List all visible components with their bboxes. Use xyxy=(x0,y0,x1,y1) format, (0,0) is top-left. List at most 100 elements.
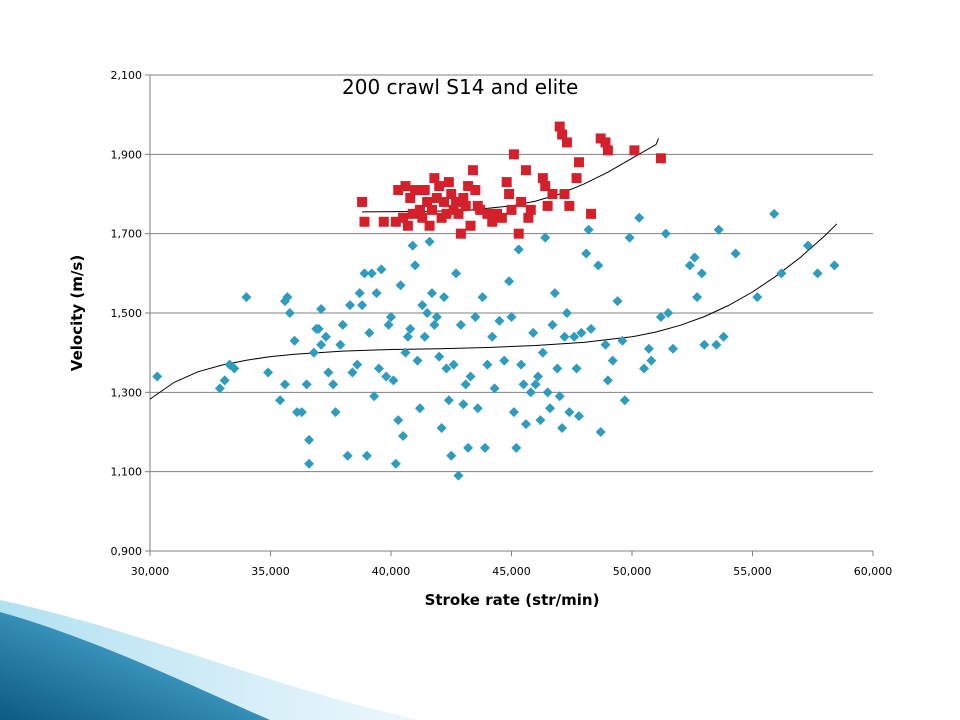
data-point-square xyxy=(458,192,469,203)
data-point-square xyxy=(393,185,404,196)
data-point-diamond xyxy=(436,423,447,434)
data-point-diamond xyxy=(395,280,406,291)
data-point-square xyxy=(525,204,536,215)
data-point-diamond xyxy=(354,288,365,299)
data-point-diamond xyxy=(776,268,787,279)
data-point-diamond xyxy=(692,292,703,303)
data-point-diamond xyxy=(381,371,392,382)
data-point-diamond xyxy=(371,288,382,299)
data-point-square xyxy=(455,228,466,239)
data-point-square xyxy=(359,216,370,227)
data-point-diamond xyxy=(699,339,710,350)
data-point-square xyxy=(482,208,493,219)
data-point-diamond xyxy=(388,375,399,386)
data-point-square xyxy=(470,185,481,196)
data-point-diamond xyxy=(400,347,411,358)
data-point-diamond xyxy=(304,458,315,469)
data-point-square xyxy=(602,145,613,156)
data-point-diamond xyxy=(525,387,536,398)
data-point-diamond xyxy=(402,331,413,342)
data-point-diamond xyxy=(390,458,401,469)
data-point-square xyxy=(431,192,442,203)
data-point-diamond xyxy=(279,379,290,390)
data-point-diamond xyxy=(593,260,604,271)
data-point-square xyxy=(465,220,476,231)
data-point-square xyxy=(441,208,452,219)
data-point-diamond xyxy=(345,300,356,311)
data-point-square xyxy=(475,204,486,215)
data-point-diamond xyxy=(414,403,425,414)
data-point-diamond xyxy=(296,407,307,418)
x-tick-label: 60,000 xyxy=(854,565,893,578)
data-point-diamond xyxy=(516,359,527,370)
data-point-diamond xyxy=(634,212,645,223)
data-point-square xyxy=(424,220,435,231)
data-point-diamond xyxy=(689,252,700,263)
data-point-diamond xyxy=(506,311,517,322)
data-point-diamond xyxy=(434,351,445,362)
data-point-diamond xyxy=(376,264,387,275)
data-point-diamond xyxy=(489,383,500,394)
data-point-diamond xyxy=(576,327,587,338)
data-point-diamond xyxy=(458,399,469,410)
data-point-square xyxy=(357,196,368,207)
data-point-square xyxy=(523,212,534,223)
x-tick-label: 55,000 xyxy=(733,565,772,578)
data-point-diamond xyxy=(559,331,570,342)
data-point-diamond xyxy=(441,363,452,374)
data-point-diamond xyxy=(602,375,613,386)
data-point-square xyxy=(557,129,568,140)
data-point-diamond xyxy=(417,300,428,311)
data-point-square xyxy=(422,196,433,207)
data-point-square xyxy=(547,189,558,199)
data-point-square xyxy=(537,173,548,184)
data-point-diamond xyxy=(624,232,635,243)
data-point-diamond xyxy=(499,355,510,366)
data-point-square xyxy=(410,185,421,196)
data-point-diamond xyxy=(410,260,421,271)
x-axis-title: Stroke rate (str/min) xyxy=(425,591,600,609)
data-point-diamond xyxy=(802,240,813,251)
x-tick-label: 40,000 xyxy=(372,565,411,578)
data-point-diamond xyxy=(284,308,295,318)
data-point-square xyxy=(426,204,437,215)
data-point-diamond xyxy=(448,359,459,370)
data-point-diamond xyxy=(508,407,519,418)
tick-labels: 0,900 1,100 1,300 1,500 1,700 1,900 2,100 30,00… xyxy=(111,69,893,578)
y-tick-label: 1,300 xyxy=(111,386,143,399)
data-point-diamond xyxy=(711,339,722,350)
data-point-diamond xyxy=(369,391,380,402)
data-point-diamond xyxy=(479,442,490,453)
data-point-square xyxy=(487,216,498,227)
data-point-square xyxy=(520,165,531,176)
data-point-diamond xyxy=(366,268,377,279)
data-point-diamond xyxy=(328,379,339,390)
data-point-square xyxy=(419,185,430,196)
data-point-diamond xyxy=(313,323,324,334)
data-point-square xyxy=(453,208,464,219)
data-point-diamond xyxy=(730,248,741,259)
data-point-diamond xyxy=(595,427,606,437)
data-point-diamond xyxy=(229,363,240,374)
data-point-diamond xyxy=(364,327,375,338)
data-point-diamond xyxy=(557,423,568,434)
data-point-diamond xyxy=(586,323,597,334)
data-point-square xyxy=(463,181,474,192)
data-point-square xyxy=(554,121,565,132)
data-point-diamond xyxy=(684,260,695,271)
data-point-diamond xyxy=(552,363,563,374)
data-point-diamond xyxy=(617,335,628,346)
data-point-diamond xyxy=(429,319,440,330)
data-point-square xyxy=(390,216,401,227)
data-point-diamond xyxy=(545,403,556,414)
data-point-diamond xyxy=(282,292,293,303)
data-point-diamond xyxy=(323,367,334,378)
data-point-diamond xyxy=(643,343,654,354)
trend-line-2 xyxy=(149,223,838,400)
data-point-square xyxy=(405,192,416,203)
data-point-diamond xyxy=(752,292,763,303)
data-point-diamond xyxy=(607,355,618,366)
data-point-square xyxy=(561,137,572,148)
y-axis-title: Velocity (m/s) xyxy=(68,255,86,371)
data-point-diamond xyxy=(663,308,674,318)
